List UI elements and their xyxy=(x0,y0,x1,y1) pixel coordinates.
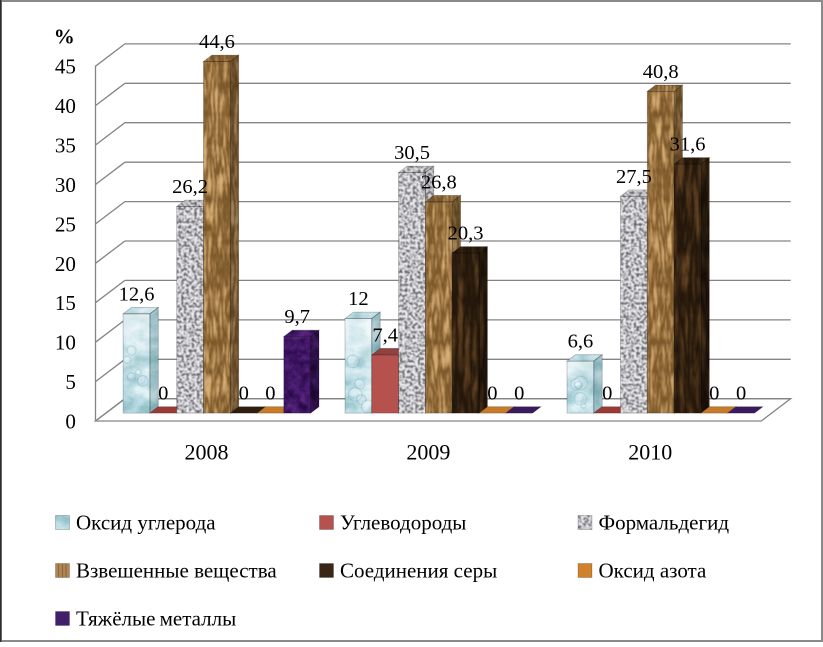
svg-text:15: 15 xyxy=(55,291,76,315)
svg-text:20,3: 20,3 xyxy=(448,223,484,245)
svg-text:40,8: 40,8 xyxy=(643,61,679,83)
svg-text:26,8: 26,8 xyxy=(421,171,457,193)
svg-text:10: 10 xyxy=(55,331,76,355)
svg-text:2010: 2010 xyxy=(628,439,672,464)
svg-text:35: 35 xyxy=(55,134,76,158)
svg-text:31,6: 31,6 xyxy=(670,134,706,156)
svg-text:%: % xyxy=(54,25,75,49)
svg-text:40: 40 xyxy=(55,94,76,118)
svg-text:Оксид азота: Оксид азота xyxy=(599,559,707,583)
svg-text:27,5: 27,5 xyxy=(616,166,652,188)
svg-text:Тяжёлые металлы: Тяжёлые металлы xyxy=(76,607,236,631)
svg-text:Оксид углерода: Оксид углерода xyxy=(76,511,216,535)
svg-text:Взвешенные вещества: Взвешенные вещества xyxy=(76,559,277,583)
svg-text:7,4: 7,4 xyxy=(372,324,398,346)
svg-text:0: 0 xyxy=(736,383,746,405)
svg-text:25: 25 xyxy=(55,212,76,236)
svg-text:Формальдегид: Формальдегид xyxy=(599,511,730,535)
svg-text:9,7: 9,7 xyxy=(284,306,310,328)
svg-text:12: 12 xyxy=(348,288,369,310)
svg-text:20: 20 xyxy=(55,252,76,276)
svg-text:Углеводороды: Углеводороды xyxy=(340,511,466,535)
svg-text:2009: 2009 xyxy=(406,439,450,464)
svg-text:6,6: 6,6 xyxy=(568,331,594,353)
svg-text:26,2: 26,2 xyxy=(172,176,208,198)
svg-text:30: 30 xyxy=(55,173,76,197)
svg-text:0: 0 xyxy=(487,383,497,405)
svg-text:12,6: 12,6 xyxy=(119,283,155,305)
svg-text:Соединения серы: Соединения серы xyxy=(340,559,497,583)
svg-text:44,6: 44,6 xyxy=(199,31,235,53)
svg-text:0: 0 xyxy=(709,383,719,405)
svg-text:2008: 2008 xyxy=(185,439,229,464)
svg-text:0: 0 xyxy=(65,410,76,434)
svg-text:0: 0 xyxy=(265,383,275,405)
svg-text:30,5: 30,5 xyxy=(394,142,430,164)
svg-text:0: 0 xyxy=(514,383,524,405)
svg-text:0: 0 xyxy=(602,383,612,405)
svg-text:45: 45 xyxy=(55,55,76,79)
svg-text:5: 5 xyxy=(65,370,76,394)
svg-text:0: 0 xyxy=(239,383,249,405)
svg-text:0: 0 xyxy=(158,383,168,405)
